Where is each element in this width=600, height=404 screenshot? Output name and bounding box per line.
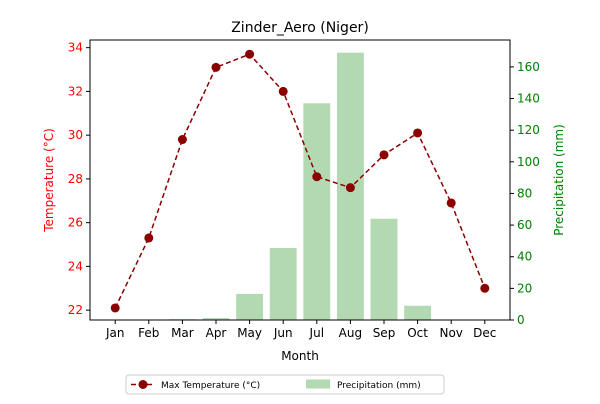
right-tick-label: 60 [517,218,532,232]
legend-box [125,374,445,395]
left-tick-label: 32 [68,84,83,98]
right-tick-label: 120 [517,123,540,137]
right-tick-label: 80 [517,186,532,200]
temperature-point [278,86,288,96]
temperature-series-line [114,53,486,309]
x-tick-label: Sep [373,326,396,340]
temperature-point [245,49,255,59]
temperature-point [446,198,456,208]
legend-precipitation-swatch [306,379,330,389]
precipitation-bar [303,103,331,321]
precipitation-bar [202,318,230,320]
legend-temperature-label: Max Temperature (°C) [161,381,260,391]
right-axis-ticks: 0 20 40 60 80 100 120 140 160 [510,60,540,327]
legend-temperature-marker [138,380,148,389]
right-tick-label: 20 [517,281,532,295]
left-tick-label: 28 [68,172,83,186]
right-tick-label: 0 [517,313,525,327]
left-axis-ticks: 22 24 26 28 30 32 34 [68,41,90,317]
left-tick-label: 30 [68,128,83,142]
temperature-point [480,283,490,293]
x-tick-label: Jan [105,326,125,340]
x-tick-label: Jul [309,326,324,340]
temperature-point [110,303,120,313]
left-tick-label: 22 [68,303,83,317]
temperature-point [312,172,322,182]
right-tick-label: 40 [517,250,532,264]
x-tick-label: Feb [138,326,159,340]
temperature-point [211,62,221,72]
x-tick-label: Jun [273,326,293,340]
precipitation-bars [168,52,432,321]
temperature-point [177,135,187,145]
x-tick-label: Aug [339,326,362,340]
temperature-point [413,128,423,138]
precipitation-bar [236,293,264,320]
x-tick-label: Oct [407,326,428,340]
left-axis-label: Temperature (°C) [42,128,56,233]
x-axis-label: Month [281,349,319,363]
temperature-point [144,233,154,243]
left-tick-label: 34 [68,41,83,55]
right-tick-label: 140 [517,92,540,106]
x-tick-label: Nov [439,326,462,340]
precipitation-bar [269,248,297,320]
x-tick-label: Dec [473,326,496,340]
left-tick-label: 24 [68,259,83,273]
right-tick-label: 160 [517,60,540,74]
right-tick-label: 100 [517,155,540,169]
x-tick-label: Mar [171,326,194,340]
x-tick-label: May [237,326,262,340]
precipitation-bar [370,218,398,320]
legend: Max Temperature (°C) Precipitation (mm) [125,374,445,395]
right-axis-label: Precipitation (mm) [552,124,566,236]
precipitation-bar [404,305,432,320]
legend-precipitation-label: Precipitation (mm) [337,381,421,391]
x-axis-ticks: Jan Feb Mar Apr May Jun Jul Aug Sep Oct Nov Dec [105,320,496,340]
plot-frame [89,39,511,321]
temperature-point [379,150,389,160]
x-tick-label: Apr [206,326,227,340]
left-tick-label: 26 [68,216,83,230]
chart-title: Zinder_Aero (Niger) [231,20,369,36]
temperature-line [110,49,490,313]
temperature-point [345,183,355,193]
